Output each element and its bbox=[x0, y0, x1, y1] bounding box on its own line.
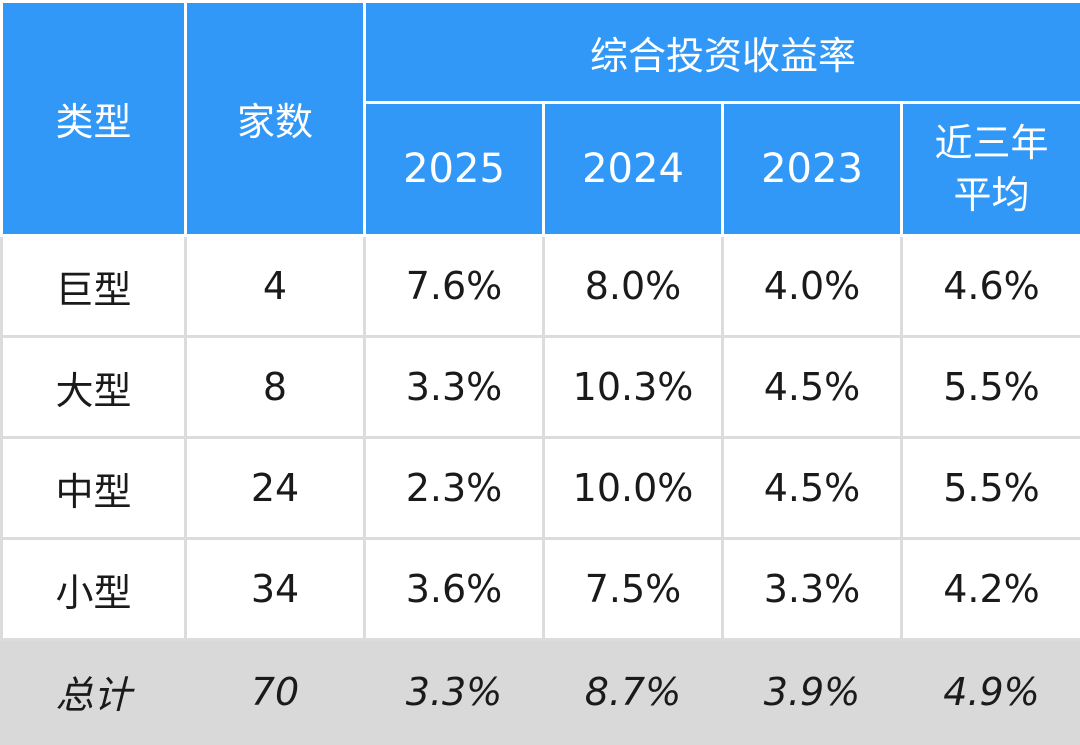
total-row: 总计 70 3.3% 8.7% 3.9% 4.9% bbox=[2, 640, 1080, 744]
cell-count: 24 bbox=[186, 438, 365, 539]
cell-avg: 4.6% bbox=[902, 236, 1080, 337]
cell-avg: 4.2% bbox=[902, 539, 1080, 640]
table-row: 小型 34 3.6% 7.5% 3.3% 4.2% bbox=[2, 539, 1080, 640]
header-avg-line1: 近三年 bbox=[903, 117, 1080, 169]
cell-avg: 5.5% bbox=[902, 337, 1080, 438]
header-year-2025: 2025 bbox=[365, 103, 544, 236]
cell-type: 大型 bbox=[2, 337, 186, 438]
cell-2023: 4.5% bbox=[723, 337, 902, 438]
cell-2025: 3.3% bbox=[365, 337, 544, 438]
total-2024: 8.7% bbox=[544, 640, 723, 744]
header-type: 类型 bbox=[2, 2, 186, 236]
total-count: 70 bbox=[186, 640, 365, 744]
cell-type: 小型 bbox=[2, 539, 186, 640]
total-avg: 4.9% bbox=[902, 640, 1080, 744]
cell-type: 巨型 bbox=[2, 236, 186, 337]
cell-avg: 5.5% bbox=[902, 438, 1080, 539]
cell-2023: 4.0% bbox=[723, 236, 902, 337]
table-header: 类型 家数 综合投资收益率 2025 2024 2023 近三年 平均 bbox=[2, 2, 1080, 236]
cell-2023: 4.5% bbox=[723, 438, 902, 539]
cell-2024: 10.3% bbox=[544, 337, 723, 438]
table-row: 巨型 4 7.6% 8.0% 4.0% 4.6% bbox=[2, 236, 1080, 337]
cell-2025: 2.3% bbox=[365, 438, 544, 539]
total-2023: 3.9% bbox=[723, 640, 902, 744]
header-year-2023: 2023 bbox=[723, 103, 902, 236]
table-row: 中型 24 2.3% 10.0% 4.5% 5.5% bbox=[2, 438, 1080, 539]
total-label: 总计 bbox=[2, 640, 186, 744]
header-year-2024: 2024 bbox=[544, 103, 723, 236]
cell-2024: 7.5% bbox=[544, 539, 723, 640]
total-2025: 3.3% bbox=[365, 640, 544, 744]
header-count: 家数 bbox=[186, 2, 365, 236]
header-avg-line2: 平均 bbox=[903, 169, 1080, 221]
cell-2024: 8.0% bbox=[544, 236, 723, 337]
cell-type: 中型 bbox=[2, 438, 186, 539]
cell-2024: 10.0% bbox=[544, 438, 723, 539]
header-return-group: 综合投资收益率 bbox=[365, 2, 1080, 103]
cell-count: 4 bbox=[186, 236, 365, 337]
header-three-year-avg: 近三年 平均 bbox=[902, 103, 1080, 236]
table-body: 巨型 4 7.6% 8.0% 4.0% 4.6% 大型 8 3.3% 10.3%… bbox=[2, 236, 1080, 744]
cell-count: 34 bbox=[186, 539, 365, 640]
cell-count: 8 bbox=[186, 337, 365, 438]
table-row: 大型 8 3.3% 10.3% 4.5% 5.5% bbox=[2, 337, 1080, 438]
cell-2025: 3.6% bbox=[365, 539, 544, 640]
cell-2023: 3.3% bbox=[723, 539, 902, 640]
cell-2025: 7.6% bbox=[365, 236, 544, 337]
